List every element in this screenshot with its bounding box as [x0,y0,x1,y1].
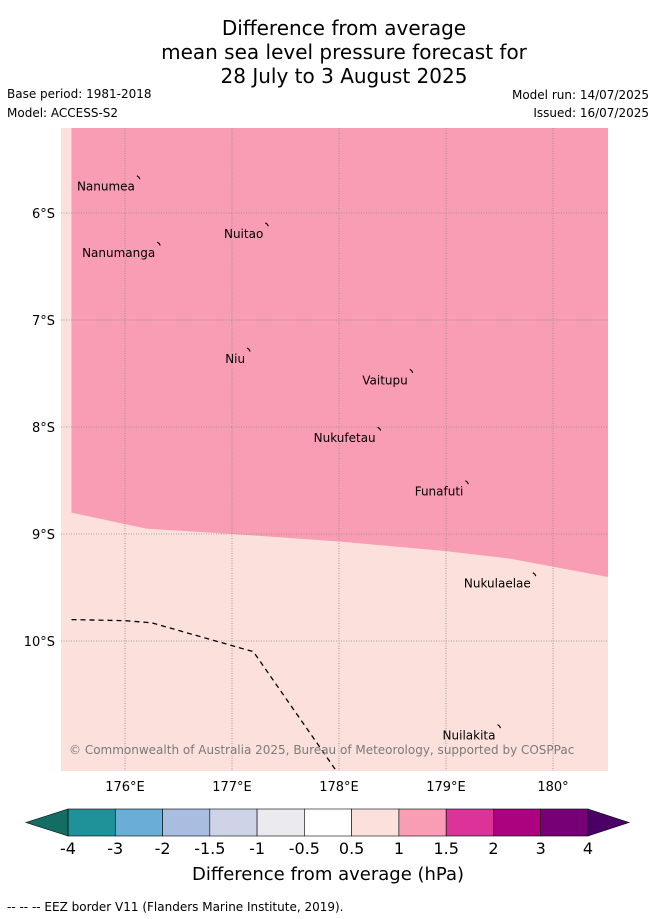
model-run-text: Model run: 14/07/2025 [511,88,649,102]
colorbar-segment [209,808,258,837]
island-label: Vaitupu [362,373,408,387]
island-shape [246,347,251,352]
colorbar-tick-label: -3 [107,839,123,858]
island-shape [156,241,161,246]
colorbar-segment [493,808,542,837]
colorbar-segment [67,808,116,837]
colorbar-tick-label: 4 [583,839,593,858]
island-shape [409,368,414,374]
island-shape [136,175,141,180]
colorbar-over-arrow [587,808,630,837]
colorbar-segment [304,808,352,837]
colorbar-tick-label: 3 [536,839,546,858]
island-label: Nuitao [224,227,263,241]
colorbar-label: Difference from average (hPa) [192,864,464,885]
colorbar-tick-label: 0.5 [339,839,364,858]
island-shape [532,572,537,577]
model-text: Model: ACCESS-S2 [7,106,119,120]
island-label: Funafuti [415,485,464,499]
colorbar-under-arrow [25,808,69,837]
lat-tick-label: 9°S [32,528,55,543]
base-period-text: Base period: 1981-2018 [7,87,152,101]
island-shape [465,480,469,485]
lon-tick-label: 178°E [319,780,359,795]
colorbar-segment [256,808,305,837]
eez-legend-note: -- -- -- EEZ border V11 (Flanders Marine… [7,900,344,914]
title-line-3: 28 July to 3 August 2025 [220,64,468,88]
colorbar-tick-label: -4 [60,839,76,858]
issued-text: Issued: 16/07/2025 [533,106,649,120]
copyright-text: © Commonwealth of Australia 2025, Bureau… [69,743,574,757]
colorbar-tick-label: 1 [394,839,404,858]
colorbar-segment [162,808,211,837]
colorbar-tick-label: -2 [155,839,171,858]
lon-tick-label: 180° [537,780,568,795]
lat-tick-label: 10°S [24,635,55,650]
title-line-1: Difference from average [221,16,467,40]
map-area: Nanumea Nuitao Nanumanga Niu Vaitupu Nukufeta… [61,128,608,771]
island-label: Nukufetau [314,431,376,445]
colorbar-segment [445,808,494,837]
colorbar-tick-label: -1.5 [194,839,225,858]
island-shape [497,724,501,729]
island-label: Nukulaelae [464,577,531,591]
island-label: Niu [225,352,245,366]
lon-tick-label: 179°E [426,780,466,795]
island-label: Nanumea [77,180,135,194]
island-shape [264,222,269,227]
colorbar-segment [540,808,589,837]
colorbar-segment [398,808,447,837]
lon-tick-label: 177°E [212,780,252,795]
title-line-2: mean sea level pressure forecast for [161,40,527,64]
region-fill-north [71,128,608,577]
lon-tick-label: 176°E [105,780,145,795]
lat-tick-label: 8°S [32,421,55,436]
colorbar-segment [351,808,400,837]
colorbar-tick-label: 1.5 [433,839,458,858]
island-label: Nanumanga [82,246,155,260]
colorbar-tick-label: 2 [488,839,498,858]
eez-border-line [71,618,338,771]
lat-tick-label: 7°S [32,314,55,329]
colorbar-segment [114,808,163,837]
lat-tick-label: 6°S [32,207,55,222]
colorbar-tick-label: -1 [249,839,265,858]
map-title: Difference from average mean sea level p… [0,16,655,88]
island-label: Nuilakita [443,729,496,743]
island-shape [377,426,382,431]
colorbar-tick-label: -0.5 [289,839,320,858]
